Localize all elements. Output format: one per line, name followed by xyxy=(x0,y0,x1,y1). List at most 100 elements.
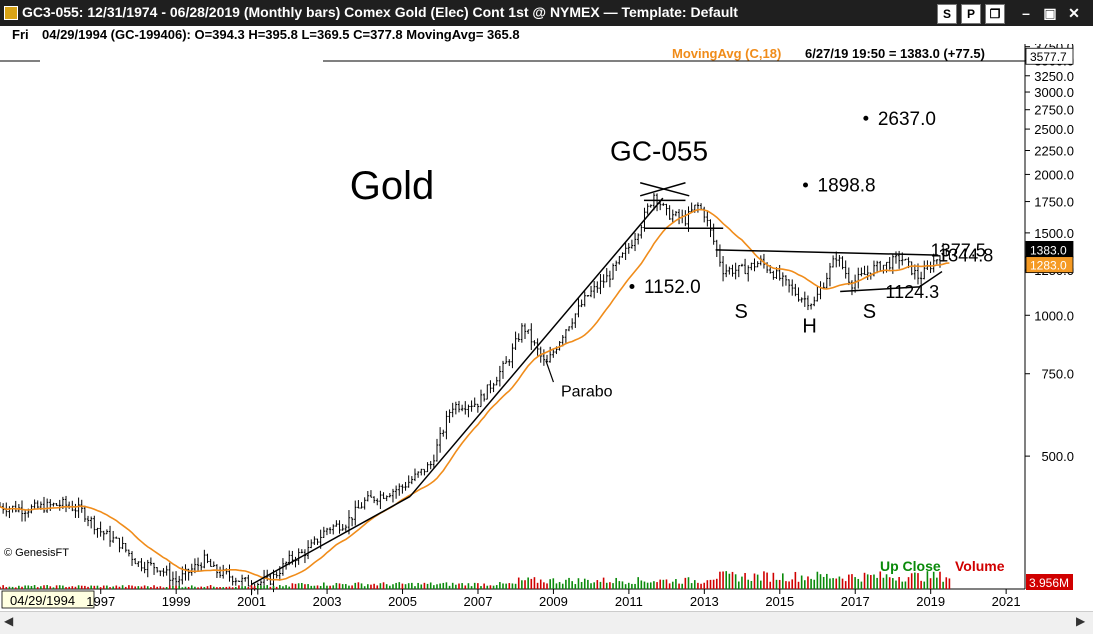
volume-bar xyxy=(860,581,863,589)
volume-bar xyxy=(423,582,426,589)
horizontal-scrollbar[interactable]: ◀ ▶ xyxy=(0,611,1093,634)
volume-bar xyxy=(212,586,215,589)
ohlc-readout: 04/29/1994 (GC-199406): O=394.3 H=395.8 … xyxy=(42,27,520,42)
volume-bar xyxy=(266,585,269,589)
volume-bar xyxy=(932,571,935,589)
moving-average-line xyxy=(0,208,950,581)
volume-bar xyxy=(609,582,611,589)
volume-bar xyxy=(357,582,360,589)
annotation-dot xyxy=(803,182,809,188)
volume-bar xyxy=(737,581,740,589)
volume-last-box xyxy=(1026,574,1073,590)
annotation-label: GC-055 xyxy=(610,135,708,166)
volume-bar xyxy=(348,585,350,589)
volume-bar xyxy=(143,585,146,589)
y-tick-label: 1500.0 xyxy=(1034,226,1074,241)
y-tick-label: 3250.0 xyxy=(1034,69,1074,84)
volume-bar xyxy=(813,579,816,589)
volume-bar xyxy=(656,582,658,589)
annotation-label: 1124.3 xyxy=(885,282,939,302)
volume-bar xyxy=(615,577,617,589)
volume-bar xyxy=(52,587,55,589)
volume-bar xyxy=(851,574,853,589)
volume-bar xyxy=(46,585,48,589)
volume-bar xyxy=(272,585,275,589)
minimize-button[interactable]: – xyxy=(1022,5,1030,21)
price-box-label: 1383.0 xyxy=(1030,243,1067,257)
x-tick-label: 2019 xyxy=(916,594,945,609)
volume-bar xyxy=(49,586,52,589)
volume-bar xyxy=(134,586,136,589)
volume-bar xyxy=(687,577,690,589)
volume-bar xyxy=(539,579,542,589)
price-chart[interactable]: 3750.03500.03250.03000.02750.02500.02250… xyxy=(0,44,1093,611)
volume-bar xyxy=(505,583,507,589)
cursor-date-box xyxy=(1,590,95,609)
volume-bar xyxy=(882,577,885,589)
annotation-label: S xyxy=(735,301,748,323)
trendline xyxy=(639,181,686,197)
volume-bar xyxy=(40,586,42,589)
volume-bar xyxy=(722,571,724,589)
volume-bar xyxy=(118,586,121,589)
x-tick-label: 2021 xyxy=(992,594,1021,609)
volume-bar xyxy=(407,583,410,589)
volume-bar xyxy=(766,572,768,589)
volume-bar xyxy=(640,580,643,589)
volume-bar xyxy=(389,585,391,589)
volume-bar xyxy=(382,582,385,589)
volume-bar xyxy=(587,579,589,589)
cursor-date-label: 04/29/1994 xyxy=(10,593,75,608)
maximize-button[interactable]: ▣ xyxy=(1043,5,1057,21)
p-button[interactable]: P xyxy=(961,4,981,24)
annotation-label: 1377.5 xyxy=(931,240,986,260)
close-button[interactable]: ✕ xyxy=(1068,5,1080,21)
volume-bar xyxy=(184,586,187,589)
annotation-label: S xyxy=(863,301,876,323)
volume-bar xyxy=(502,583,504,589)
detach-button[interactable]: ❐ xyxy=(985,4,1005,24)
last-quote: 6/27/19 19:50 = 1383.0 (+77.5) xyxy=(805,46,985,61)
volume-bar xyxy=(602,577,605,589)
volume-bar xyxy=(87,586,89,589)
y-tick-label: 1000.0 xyxy=(1034,308,1074,323)
volume-bar xyxy=(800,575,803,589)
scroll-left-icon[interactable]: ◀ xyxy=(4,614,14,628)
annotation-label: H xyxy=(802,316,816,338)
volume-bar xyxy=(769,581,772,589)
volume-bar xyxy=(140,586,143,589)
volume-bar xyxy=(715,578,718,589)
day-label: Fri xyxy=(12,27,29,42)
volume-bar xyxy=(753,573,756,589)
volume-bar xyxy=(291,583,294,589)
volume-bar xyxy=(643,581,646,589)
volume-bar xyxy=(241,586,243,589)
volume-bar xyxy=(238,585,240,589)
volume-bar xyxy=(662,579,665,589)
volume-bar xyxy=(835,578,838,589)
volume-bar xyxy=(517,577,520,589)
volume-bar xyxy=(810,578,812,589)
volume-bar xyxy=(665,579,668,589)
volume-bar xyxy=(728,573,731,589)
volume-bar xyxy=(590,583,592,589)
volume-bar xyxy=(137,586,140,589)
volume-bar xyxy=(508,583,511,589)
scroll-right-icon[interactable]: ▶ xyxy=(1076,614,1086,628)
volume-bar xyxy=(96,585,99,589)
volume-bar xyxy=(555,583,558,589)
annotation-dot xyxy=(863,115,869,121)
volume-bar xyxy=(936,577,938,589)
volume-bar xyxy=(593,582,595,589)
volume-bar xyxy=(206,586,209,589)
trendline xyxy=(251,495,411,586)
volume-bar xyxy=(367,584,369,589)
volume-bar xyxy=(360,583,363,589)
volume-legend-up: Up Close xyxy=(880,558,941,574)
x-axis-strip xyxy=(0,589,1025,611)
volume-bar xyxy=(492,585,495,589)
volume-bar xyxy=(725,571,728,589)
volume-bar xyxy=(844,581,847,589)
s-button[interactable]: S xyxy=(937,4,957,24)
volume-bar xyxy=(782,573,784,589)
